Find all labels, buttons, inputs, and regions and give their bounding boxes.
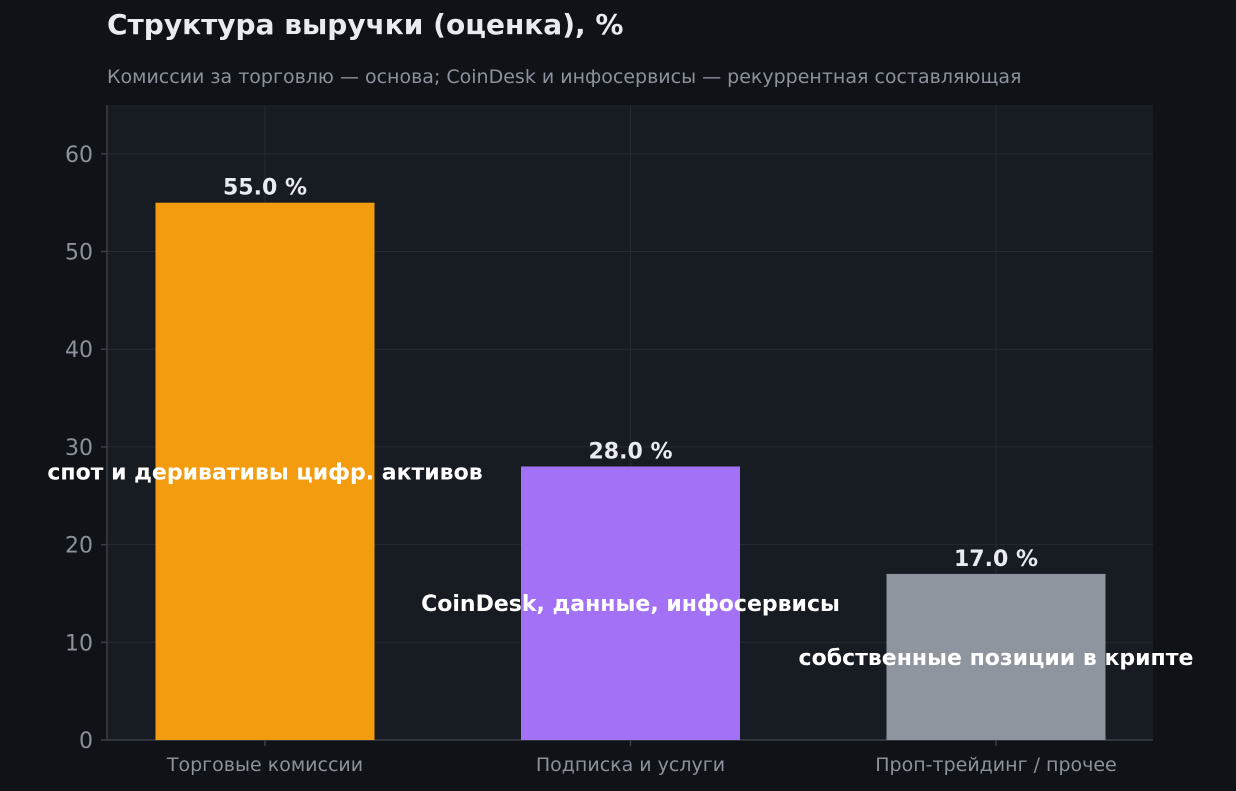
bar (886, 573, 1106, 740)
data-label: 28.0 % (589, 439, 673, 464)
y-tick-label: 10 (65, 631, 93, 656)
x-tick-label: Подписка и услуги (536, 754, 725, 776)
chart-subtitle: Комиссии за торговлю — основа; CoinDesk … (107, 66, 1022, 88)
bar (155, 202, 375, 740)
y-tick-label: 0 (79, 729, 93, 754)
chart-title: Структура выручки (оценка), % (107, 8, 624, 41)
data-label: 17.0 % (954, 547, 1038, 572)
y-tick-label: 50 (65, 241, 93, 266)
y-tick-label: 30 (65, 436, 93, 461)
data-label: 55.0 % (223, 176, 307, 201)
bar-annotation: собственные позиции в крипте (799, 646, 1194, 671)
bar-annotation: спот и деривативы цифр. активов (47, 460, 482, 485)
bar (521, 466, 740, 740)
x-tick-label: Торговые комиссии (166, 754, 363, 776)
y-tick-label: 40 (65, 338, 93, 363)
x-tick-label: Проп-трейдинг / прочее (875, 754, 1117, 776)
y-tick-label: 60 (65, 143, 93, 168)
y-tick-label: 20 (65, 534, 93, 559)
bar-annotation: CoinDesk, данные, инфосервисы (421, 592, 840, 617)
